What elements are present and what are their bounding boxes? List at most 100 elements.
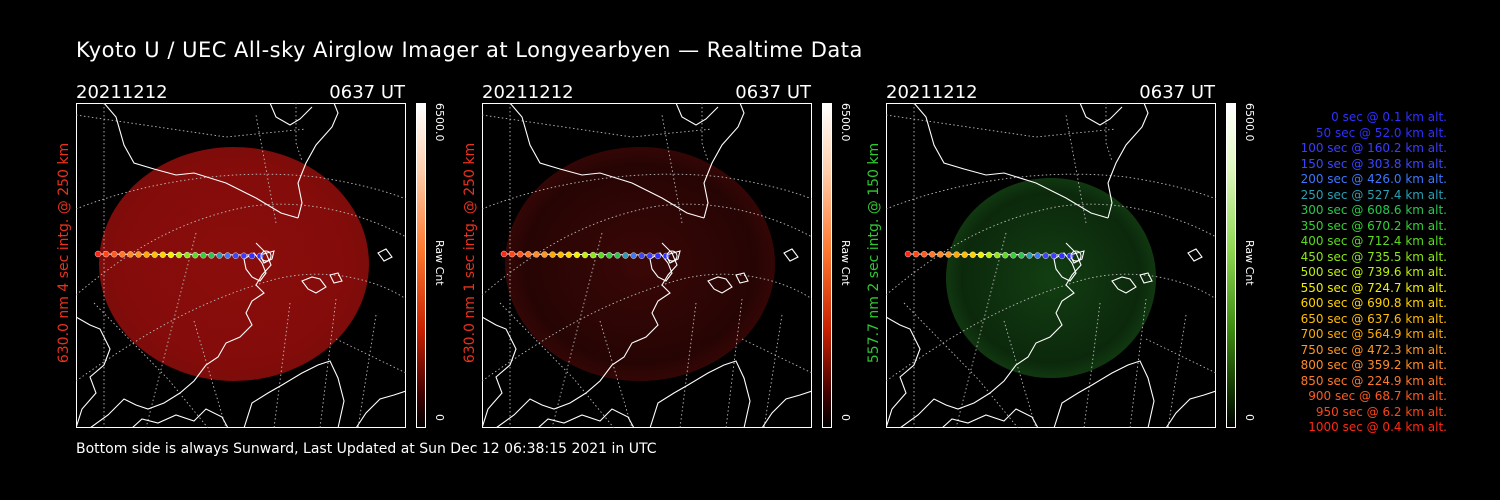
graticule-line <box>903 302 1019 428</box>
trajectory-point <box>1066 252 1074 260</box>
colorbar <box>416 103 426 428</box>
graticule-line <box>193 320 227 428</box>
trajectory-point <box>606 252 613 259</box>
trajectory-point <box>541 251 548 258</box>
airglow-disc <box>946 178 1156 378</box>
coastline <box>1165 390 1216 428</box>
panel-time: 0637 UT <box>329 82 405 103</box>
graticule-line <box>93 302 209 428</box>
graticule-line <box>1083 302 1101 428</box>
coastline <box>649 360 751 428</box>
trajectory-point <box>573 251 581 259</box>
graticule-line <box>482 203 812 296</box>
graticule-line <box>273 302 291 428</box>
allsky-map <box>482 103 812 428</box>
panel-ylabel-text: 557.7 nm 2 sec intg. @ 150 km <box>866 142 882 364</box>
graticule-line <box>76 203 406 296</box>
graticule-line <box>482 273 812 382</box>
island-outline <box>329 272 343 284</box>
coastline <box>482 316 517 428</box>
graticule-line <box>679 302 697 428</box>
trajectory-point <box>175 251 183 259</box>
coastline <box>509 103 705 219</box>
graticule-line <box>1145 338 1216 374</box>
graticule-line <box>482 173 812 210</box>
coastline <box>131 408 229 428</box>
trajectory-point <box>597 251 605 259</box>
colorbar-unit-label: Raw Cnt <box>839 240 852 286</box>
legend-entry: 800 sec @ 359.2 km alt. <box>1300 358 1447 372</box>
trajectory-point <box>224 252 231 259</box>
coastline <box>269 103 313 126</box>
panel-date: 20211212 <box>886 82 978 103</box>
graticule-line <box>1129 298 1147 428</box>
coastline <box>537 408 635 428</box>
legend-entry: 400 sec @ 712.4 km alt. <box>1300 234 1447 248</box>
trajectory-point <box>517 250 524 258</box>
trajectory-point <box>1018 252 1025 259</box>
trajectory-point <box>1034 252 1041 259</box>
graticule-line <box>741 338 812 374</box>
legend-entry: 0 sec @ 0.1 km alt. <box>1331 110 1447 124</box>
trajectory-point <box>151 251 158 258</box>
panel-ylabel: 557.7 nm 2 sec intg. @ 150 km <box>864 103 884 403</box>
trajectory-point <box>200 252 207 259</box>
island-outline <box>1139 272 1153 284</box>
trajectory-point <box>557 251 564 258</box>
graticule-line <box>1105 103 1113 162</box>
colorbar-unit-label: Raw Cnt <box>433 240 446 286</box>
trajectory-point <box>525 251 532 258</box>
coastline <box>297 103 339 219</box>
legend-entry: 900 sec @ 68.7 km alt. <box>1308 389 1447 403</box>
allsky-map <box>76 103 406 428</box>
island-outline <box>377 248 393 262</box>
trajectory-point <box>646 252 654 260</box>
trajectory-point <box>985 251 993 259</box>
imager-panel-3: 20211212 0637 UT 557.7 nm 2 sec intg. @ … <box>866 78 1286 432</box>
island-outline <box>301 276 327 294</box>
trajectory-point <box>630 252 637 259</box>
panel-ylabel: 630.0 nm 1 sec intg. @ 250 km <box>460 103 480 403</box>
trajectory-point <box>904 250 912 258</box>
page-title: Kyoto U / UEC All-sky Airglow Imager at … <box>76 38 863 62</box>
trajectory-point <box>208 252 215 259</box>
island-outline <box>735 272 749 284</box>
legend-entry: 200 sec @ 426.0 km alt. <box>1300 172 1447 186</box>
trajectory-point <box>159 251 167 259</box>
island-outline <box>783 248 799 262</box>
trajectory-point <box>102 250 110 258</box>
coastline <box>886 316 921 428</box>
trajectory-point <box>533 251 540 258</box>
graticule-line <box>551 232 603 428</box>
station-marker <box>260 250 272 262</box>
trajectory-point <box>1026 252 1033 259</box>
airglow-disc <box>99 147 369 381</box>
trajectory-point <box>135 251 142 258</box>
graticule-line <box>886 203 1216 296</box>
trajectory-point <box>119 251 126 258</box>
panel-date: 20211212 <box>76 82 168 103</box>
footer-status: Bottom side is always Sunward, Last Upda… <box>76 441 657 457</box>
legend-entry: 50 sec @ 52.0 km alt. <box>1315 125 1447 140</box>
graticule-line <box>145 232 197 428</box>
trajectory-point <box>638 252 645 259</box>
trajectory-point <box>1042 252 1049 259</box>
trajectory-point <box>977 251 985 259</box>
graticule-line <box>482 114 713 138</box>
graticule-line <box>76 273 406 382</box>
coastline <box>1107 103 1149 219</box>
trajectory-point <box>1010 252 1017 259</box>
legend-entry: 350 sec @ 670.2 km alt. <box>1300 218 1447 233</box>
panel-ylabel-text: 630.0 nm 1 sec intg. @ 250 km <box>462 142 478 364</box>
trajectory-point <box>662 252 670 260</box>
island-outline <box>1111 276 1137 294</box>
colorbar <box>822 103 832 428</box>
imager-panel-2: 20211212 0637 UT 630.0 nm 1 sec intg. @ … <box>462 78 882 432</box>
coastline <box>1079 103 1123 126</box>
panel-time: 0637 UT <box>735 82 811 103</box>
trajectory-point <box>1050 252 1058 260</box>
legend-entry: 600 sec @ 690.8 km alt. <box>1300 296 1447 310</box>
station-marker <box>1070 250 1082 262</box>
coastline <box>675 103 719 126</box>
graticule-line <box>763 314 783 428</box>
